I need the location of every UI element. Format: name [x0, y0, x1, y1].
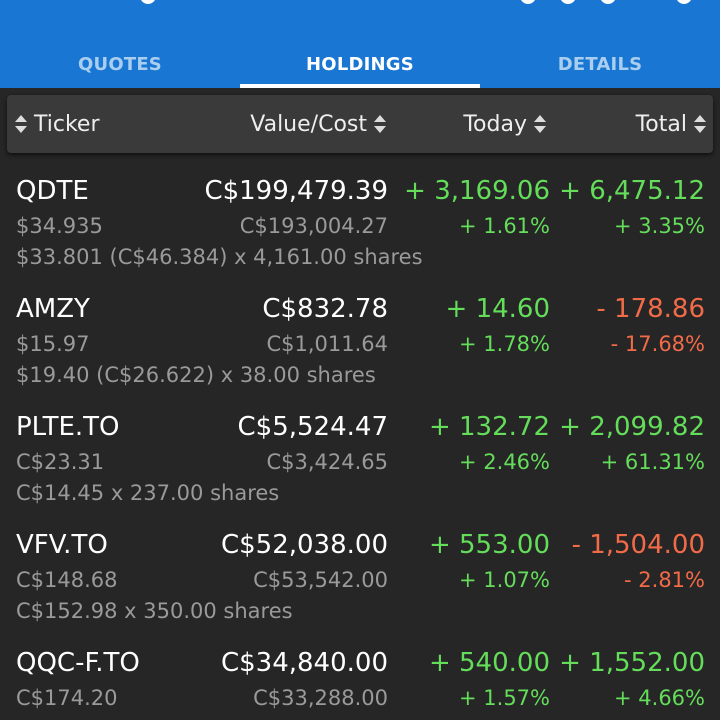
ticker-label: AMZY: [16, 294, 90, 324]
today-change: + 132.72: [428, 412, 550, 442]
sort-icon: [693, 115, 707, 133]
current-price: C$148.68: [16, 568, 118, 592]
total-change: + 2,099.82: [559, 412, 705, 442]
total-change: + 1,552.00: [559, 648, 705, 678]
holding-row[interactable]: VFV.TO C$52,038.00 + 553.00 - 1,504.00 C$148…: [0, 442, 720, 623]
column-header: Ticker Value/Cost Today Total: [7, 95, 713, 153]
tab-indicator: [240, 84, 480, 88]
sort-icon: [14, 115, 28, 133]
holdings-list[interactable]: Ticker Value/Cost Today Total QDTE C$199,…: [0, 88, 720, 720]
cost-basis: C$53,542.00: [253, 568, 388, 592]
market-value: C$199,479.39: [204, 176, 388, 206]
today-change-percent: + 1.07%: [459, 568, 550, 592]
holding-row[interactable]: QQC-F.TO C$34,840.00 + 540.00 + 1,552.00 C$1…: [0, 560, 720, 710]
cost-basis: C$1,011.64: [266, 332, 388, 356]
market-value: C$5,524.47: [237, 412, 388, 442]
shares-detail: $19.40 (C$26.622) x 38.00 shares: [16, 363, 376, 387]
tab-holdings[interactable]: HOLDINGS: [240, 40, 480, 88]
market-value: C$52,038.00: [220, 530, 388, 560]
today-change: + 553.00: [428, 530, 550, 560]
today-change-percent: + 1.57%: [459, 686, 550, 710]
market-value: C$34,840.00: [220, 648, 388, 678]
app-bar: QUOTES HOLDINGS DETAILS: [0, 0, 720, 88]
total-change: - 1,504.00: [571, 530, 705, 560]
ticker-label: PLTE.TO: [16, 412, 120, 442]
status-strip: [0, 0, 720, 8]
today-change: + 14.60: [445, 294, 550, 324]
ticker-label: QQC-F.TO: [16, 648, 140, 678]
current-price: $34.935: [16, 214, 103, 238]
holding-row[interactable]: QDTE C$199,479.39 + 3,169.06 + 6,475.12 $34.…: [0, 88, 720, 269]
sort-today-button[interactable]: Today: [463, 95, 547, 153]
current-price: $15.97: [16, 332, 90, 356]
holding-row[interactable]: PLTE.TO C$5,524.47 + 132.72 + 2,099.82 C$23.…: [0, 324, 720, 505]
holding-row[interactable]: AMZY C$832.78 + 14.60 - 178.86 $15.97 C$1,011…: [0, 206, 720, 387]
tab-details[interactable]: DETAILS: [557, 53, 643, 75]
sort-value-cost-button[interactable]: Value/Cost: [250, 95, 387, 153]
shares-detail: C$14.45 x 237.00 shares: [16, 481, 280, 505]
total-change-percent: - 17.68%: [610, 332, 705, 356]
total-change-percent: + 3.35%: [614, 214, 705, 238]
total-change-percent: - 2.81%: [624, 568, 705, 592]
tab-quotes[interactable]: QUOTES: [78, 53, 162, 75]
total-change-percent: + 4.66%: [614, 686, 705, 710]
today-change: + 540.00: [428, 648, 550, 678]
total-change-percent: + 61.31%: [600, 450, 705, 474]
tab-bar: QUOTES HOLDINGS DETAILS: [0, 40, 720, 88]
today-change-percent: + 1.61%: [459, 214, 550, 238]
sort-icon: [373, 115, 387, 133]
total-change: - 178.86: [596, 294, 705, 324]
sort-ticker-button[interactable]: Ticker: [14, 95, 100, 153]
ticker-label: VFV.TO: [16, 530, 108, 560]
cost-basis: C$3,424.65: [266, 450, 388, 474]
sort-total-button[interactable]: Total: [636, 95, 707, 153]
sort-icon: [533, 115, 547, 133]
current-price: C$23.31: [16, 450, 105, 474]
shares-detail: $33.801 (C$46.384) x 4,161.00 shares: [16, 245, 423, 269]
current-price: C$174.20: [16, 686, 118, 710]
ticker-label: QDTE: [16, 176, 89, 206]
today-change-percent: + 2.46%: [459, 450, 550, 474]
total-change: + 6,475.12: [559, 176, 705, 206]
cost-basis: C$193,004.27: [239, 214, 388, 238]
cost-basis: C$33,288.00: [253, 686, 388, 710]
shares-detail: C$152.98 x 350.00 shares: [16, 599, 293, 623]
market-value: C$832.78: [262, 294, 388, 324]
today-change: + 3,169.06: [404, 176, 550, 206]
today-change-percent: + 1.78%: [459, 332, 550, 356]
